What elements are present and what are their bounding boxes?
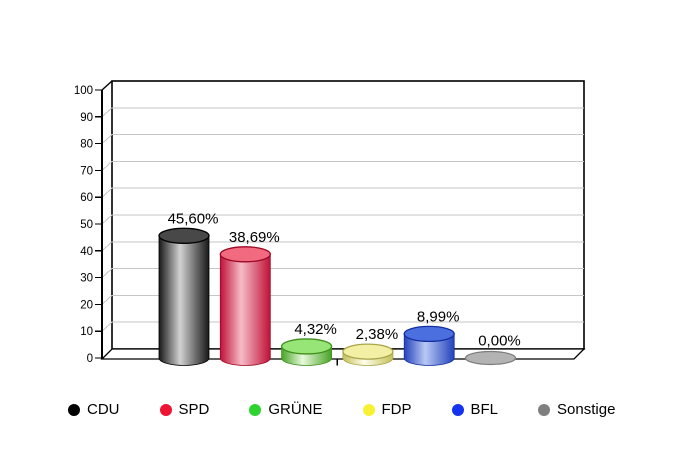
bar-top-grune <box>280 338 333 355</box>
y-tick-label-50: 50 <box>80 219 93 231</box>
y-tick-label-40: 40 <box>80 246 93 258</box>
grid-line-70 <box>101 160 584 171</box>
legend-dot-grune <box>249 403 262 416</box>
election-bar-chart: 0 10 20 30 40 50 60 70 80 90 100 45,60% 38,69% 4,32% 2… <box>74 80 586 366</box>
legend-item-sonstige: Sonstige <box>538 401 615 418</box>
bar-body-cdu <box>158 235 210 366</box>
bar-value-label-cdu: 45,60% <box>168 210 219 227</box>
y-tick-label-30: 30 <box>80 273 93 285</box>
y-tick-label-0: 0 <box>87 353 93 365</box>
y-tick-label-60: 60 <box>80 192 93 204</box>
grid-line-60 <box>101 187 584 198</box>
grid-line-50 <box>101 214 584 225</box>
legend-item-fdp: FDP <box>362 401 412 418</box>
legend-item-bfl: BFL <box>451 401 499 418</box>
y-tick-label-90: 90 <box>80 112 93 124</box>
legend-dot-cdu <box>68 403 80 416</box>
legend-item-spd: SPD <box>159 401 210 418</box>
chart-legend: CDU SPD GRÜNE FDP BFL Sonstige <box>68 401 615 418</box>
bar-value-label-spd: 38,69% <box>229 229 280 246</box>
grid-line-80 <box>101 134 584 144</box>
bar-body-bfl <box>403 333 455 366</box>
box-top-left-edge <box>101 80 113 91</box>
bar-body-spd <box>219 253 271 366</box>
bar-value-label-grune: 4,32% <box>294 321 337 338</box>
bar-value-label-sonstige: 0,00% <box>478 333 521 350</box>
bar-top-fdp <box>342 343 394 360</box>
grid-line-10 <box>101 321 584 332</box>
legend-dot-bfl <box>451 403 464 416</box>
grid-line-20 <box>101 294 584 305</box>
bar-value-label-bfl: 8,99% <box>417 308 460 325</box>
legend-dot-sonstige <box>538 403 551 416</box>
bar-top-spd <box>219 246 271 263</box>
bar-top-bfl <box>403 325 455 343</box>
y-tick-label-80: 80 <box>80 139 93 151</box>
legend-label-grune: GRÜNE <box>268 401 323 418</box>
grid-line-30 <box>101 268 584 278</box>
legend-label-sonstige: Sonstige <box>557 401 616 418</box>
legend-label-bfl: BFL <box>470 401 499 418</box>
legend-dot-fdp <box>362 403 375 416</box>
bar-value-label-fdp: 2,38% <box>356 326 399 343</box>
grid-line-40 <box>101 241 584 252</box>
legend-item-cdu: CDU <box>68 401 120 418</box>
grid-line-90 <box>101 107 584 118</box>
y-tick-label-100: 100 <box>74 85 93 97</box>
legend-label-fdp: FDP <box>381 401 412 418</box>
legend-item-grune: GRÜNE <box>249 401 323 418</box>
legend-dot-spd <box>159 403 172 416</box>
y-tick-label-10: 10 <box>80 326 93 338</box>
bar-top-cdu <box>158 227 210 244</box>
bar-zero-sonstige <box>464 350 517 366</box>
y-tick-label-70: 70 <box>80 165 93 177</box>
legend-label-spd: SPD <box>178 401 210 418</box>
legend-label-cdu: CDU <box>87 401 120 418</box>
y-tick-label-20: 20 <box>80 299 93 311</box>
